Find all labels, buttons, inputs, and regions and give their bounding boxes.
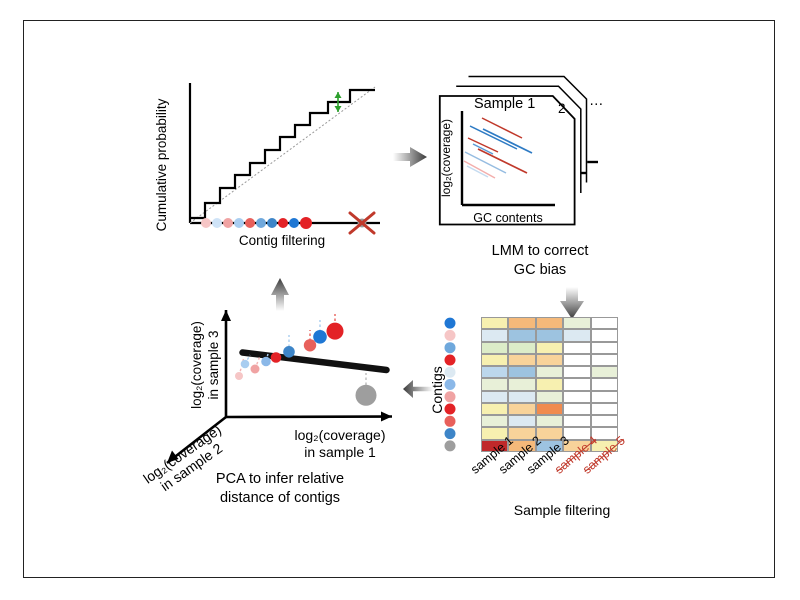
svg-text:in sample 1: in sample 1: [304, 444, 376, 460]
svg-text:2: 2: [558, 101, 566, 116]
svg-text:Cumulative probability: Cumulative probability: [154, 98, 169, 231]
svg-text:GC contents: GC contents: [473, 211, 542, 225]
svg-text:in sample 3: in sample 3: [206, 330, 221, 399]
svg-text:…: …: [589, 93, 604, 109]
svg-text:Contigs: Contigs: [430, 366, 445, 413]
svg-text:Sample filtering: Sample filtering: [514, 502, 611, 518]
svg-text:Contig filtering: Contig filtering: [239, 233, 325, 248]
svg-text:log₂(coverage): log₂(coverage): [294, 427, 385, 443]
svg-text:log₂(coverage): log₂(coverage): [439, 119, 453, 197]
svg-text:Sample 1: Sample 1: [474, 96, 535, 112]
svg-text:log₂(coverage): log₂(coverage): [189, 321, 204, 409]
